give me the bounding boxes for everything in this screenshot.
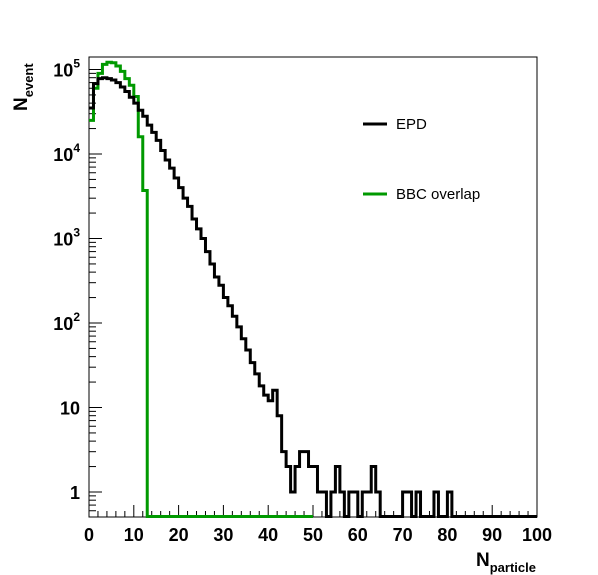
y-axis-title: Nevent: [11, 63, 36, 111]
x-tick-label: 50: [303, 525, 323, 545]
y-tick-label-base: 10: [53, 230, 73, 250]
y-tick-label-base: 10: [53, 61, 73, 81]
x-tick-label: 20: [169, 525, 189, 545]
y-tick-label: 1: [70, 483, 80, 503]
x-axis-title: Nparticle: [476, 550, 536, 575]
x-tick-label: 30: [213, 525, 233, 545]
y-tick-label-exponent: 5: [73, 57, 80, 71]
x-tick-label: 60: [348, 525, 368, 545]
y-axis-title-subscript: event: [21, 63, 36, 98]
x-tick-label: 0: [84, 525, 94, 545]
x-tick-label: 40: [258, 525, 278, 545]
y-tick-label: 10: [60, 399, 80, 419]
y-tick-label-exponent: 3: [73, 226, 80, 240]
y-tick-label-base: 10: [53, 145, 73, 165]
legend: EPD BBC overlap: [363, 116, 480, 203]
series-bbc-overlap-line: [89, 60, 313, 518]
x-tick-label: 90: [482, 525, 502, 545]
x-axis-title-main: N: [476, 550, 490, 571]
legend-label-bbc-overlap: BBC overlap: [396, 186, 480, 203]
y-tick-label-exponent: 4: [73, 141, 80, 155]
x-tick-label: 100: [522, 525, 552, 545]
y-tick-label-base: 10: [53, 314, 73, 334]
series-epd-line: [89, 76, 537, 518]
y-axis-title-main: N: [11, 97, 32, 111]
x-tick-label: 10: [124, 525, 144, 545]
y-tick-label: 103: [53, 226, 80, 250]
series-layer: [89, 60, 537, 518]
y-tick-label: 104: [53, 141, 80, 165]
x-axis-title-subscript: particle: [490, 560, 536, 575]
y-tick-label-exponent: 2: [73, 310, 80, 324]
y-tick-label: 102: [53, 310, 80, 334]
y-tick-label: 105: [53, 57, 80, 81]
x-tick-label: 80: [437, 525, 457, 545]
legend-label-epd: EPD: [396, 116, 427, 133]
x-tick-label: 70: [393, 525, 413, 545]
